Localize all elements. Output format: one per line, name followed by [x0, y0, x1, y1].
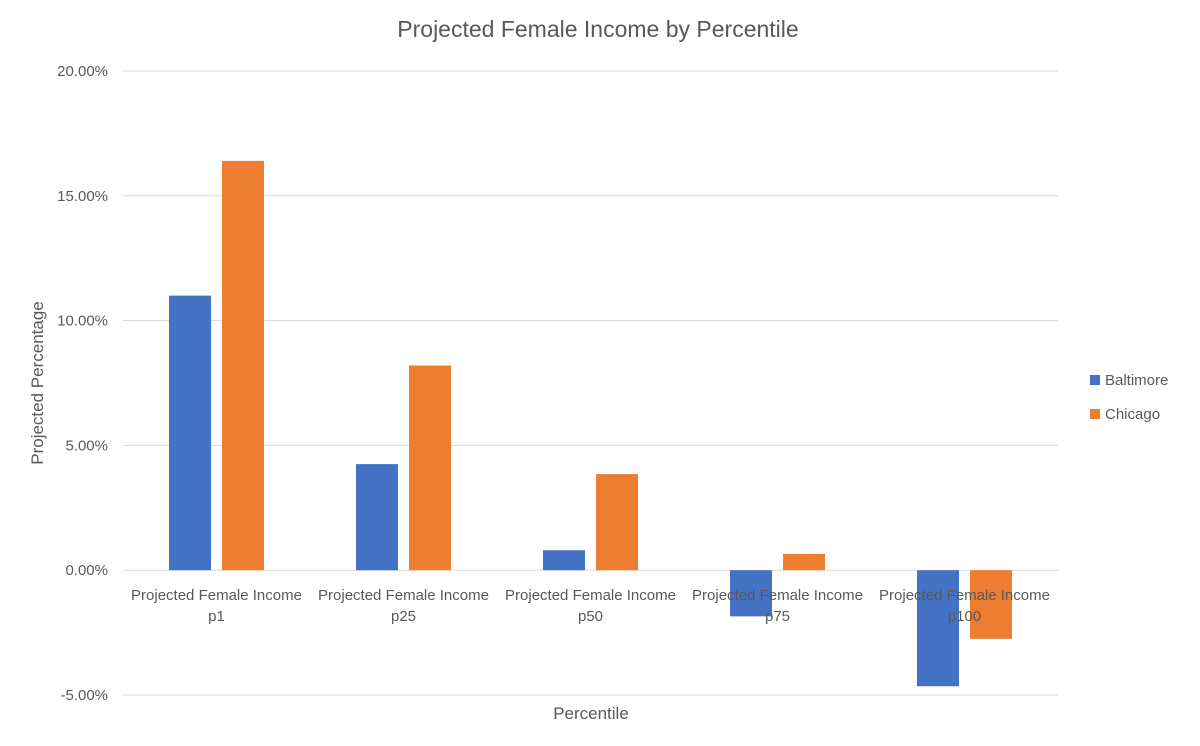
y-tick-label: -5.00%	[60, 687, 108, 704]
y-tick-label: 0.00%	[65, 562, 108, 579]
bar-baltimore	[730, 570, 772, 617]
y-tick-labels: -5.00% 0.00% 5.00% 10.00% 15.00% 20.00%	[57, 63, 108, 704]
x-category-label: Projected Female Income p1	[131, 587, 302, 625]
bar-chicago	[596, 474, 638, 571]
x-category-labels: Projected Female Income p1 Projected Femal…	[131, 587, 1050, 625]
legend-label-chicago: Chicago	[1105, 406, 1160, 423]
y-tick-label: 20.00%	[57, 63, 108, 80]
bar-chicago	[970, 570, 1012, 639]
y-axis-title: Projected Percentage	[28, 301, 47, 465]
legend-label-baltimore: Baltimore	[1105, 372, 1168, 389]
bar-chicago	[222, 160, 264, 571]
bar-chicago	[783, 553, 825, 571]
y-tick-label: 15.00%	[57, 188, 108, 205]
legend-swatch-chicago	[1090, 409, 1100, 419]
x-category-label: Projected Female Income p100	[879, 587, 1050, 625]
legend: Baltimore Chicago	[1090, 372, 1168, 423]
bars	[169, 160, 1012, 687]
bar-baltimore	[169, 295, 211, 571]
legend-swatch-baltimore	[1090, 375, 1100, 385]
bar-baltimore	[543, 550, 585, 571]
y-tick-label: 10.00%	[57, 313, 108, 330]
y-tick-label: 5.00%	[65, 437, 108, 454]
bar-baltimore	[917, 570, 959, 687]
x-category-label: Projected Female Income p50	[505, 587, 676, 625]
bar-baltimore	[356, 464, 398, 571]
chart-title: Projected Female Income by Percentile	[397, 16, 798, 42]
x-category-label: Projected Female Income p75	[692, 587, 863, 625]
bar-chicago	[409, 365, 451, 571]
x-category-label: Projected Female Income p25	[318, 587, 489, 625]
x-axis-title: Percentile	[553, 704, 629, 723]
gridlines	[123, 70, 1058, 696]
